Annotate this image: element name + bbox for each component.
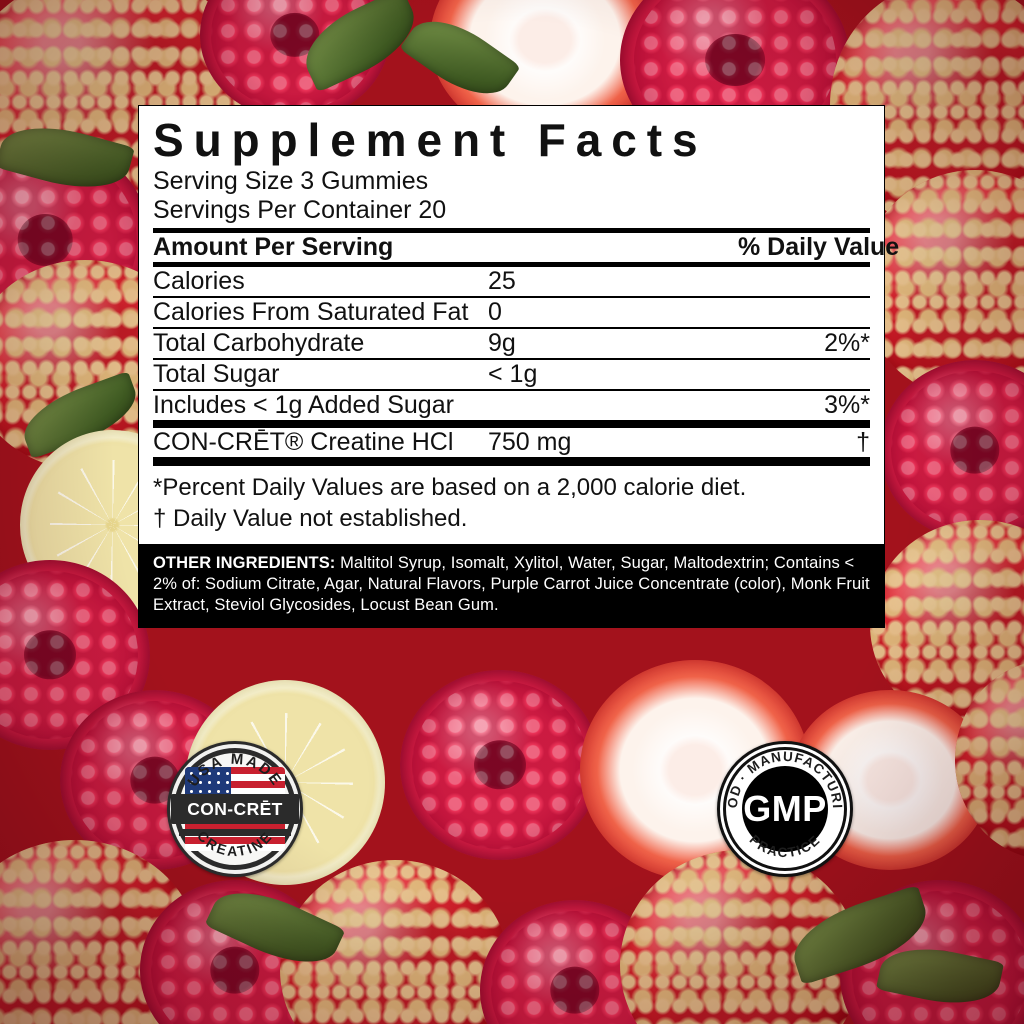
footnote-dagger: † Daily Value not established.	[153, 504, 468, 532]
row-dv: 3%*	[824, 391, 870, 420]
row-dv: 2%*	[824, 329, 870, 358]
brand-name: CON-CRĒT	[187, 798, 283, 819]
row-label: Total Sugar	[153, 360, 280, 389]
amount-per-serving-header: Amount Per Serving	[153, 233, 394, 262]
creatine-text: CREATINE	[194, 828, 273, 860]
badge-inner-ring	[723, 747, 847, 871]
row-label: Calories	[153, 267, 245, 296]
table-row: Calories From Saturated Fat 0	[153, 298, 870, 327]
svg-text:CREATINE: CREATINE	[194, 828, 276, 860]
row-amount: 9g	[488, 329, 516, 358]
table-row: Total Carbohydrate 9g 2%*	[153, 329, 870, 358]
row-amount: < 1g	[488, 360, 538, 389]
gmp-core-disc: GMP	[742, 766, 828, 852]
table-row: Calories 25	[153, 267, 870, 296]
row-amount: 25	[488, 267, 516, 296]
table-row: CON-CRĒT® Creatine HCl 750 mg †	[153, 428, 870, 457]
row-label: Calories From Saturated Fat	[153, 298, 469, 327]
raspberry	[880, 360, 1024, 540]
svg-text:GOOD · MANUFACTURING: GOOD · MANUFACTURING	[711, 729, 845, 810]
badge-arc-text: USA MADE CREATINE	[167, 741, 303, 877]
row-dv	[738, 298, 870, 327]
badge-stripe	[179, 829, 291, 836]
footnote-percent-dv: *Percent Daily Values are based on a 2,0…	[153, 474, 747, 502]
row-amount: 0	[488, 298, 502, 327]
brand-banner: CON-CRĒT	[171, 794, 299, 824]
rule-above-footnotes	[153, 457, 870, 467]
row-label: CON-CRĒT® Creatine HCl	[153, 428, 454, 457]
table-row: Includes < 1g Added Sugar 3%*	[153, 391, 870, 420]
gmp-top-text: GOOD · MANUFACTURING	[711, 729, 844, 810]
usa-made-creatine-badge: CON-CRĒT USA MADE CREATINE	[167, 741, 303, 877]
rule-below-header	[153, 262, 870, 268]
rule-above-header	[153, 228, 870, 234]
row-label: Total Carbohydrate	[153, 329, 365, 358]
other-ingredients-text: Maltitol Syrup, Isomalt, Xylitol, Water,…	[153, 553, 870, 614]
svg-text:PRACTICE: PRACTICE	[747, 832, 824, 860]
other-ingredients-block: OTHER INGREDIENTS: Maltitol Syrup, Isoma…	[139, 543, 884, 627]
row-dv	[738, 360, 870, 389]
gmp-badge: GMP GOOD · MANUFACTURING PRACTICE	[711, 729, 853, 877]
table-row: Total Sugar < 1g	[153, 360, 870, 389]
row-label: Includes < 1g Added Sugar	[153, 391, 454, 420]
raspberry	[400, 670, 600, 860]
nutrient-rows: Calories 25 Calories From Saturated Fat …	[153, 267, 870, 457]
gmp-bottom-text: PRACTICE	[747, 832, 822, 860]
row-dv: †	[856, 428, 870, 457]
supplement-facts-panel: Supplement Facts Serving Size 3 Gummies …	[138, 105, 900, 628]
gmp-text: GMP	[743, 788, 827, 829]
row-dv	[738, 267, 870, 296]
row-amount	[488, 391, 738, 420]
other-ingredients-label: OTHER INGREDIENTS:	[153, 553, 336, 572]
header-spacer	[488, 233, 738, 262]
servings-per-container: Servings Per Container 20	[153, 195, 447, 224]
table-header-row: Amount Per Serving % Daily Value	[153, 233, 900, 262]
footnotes: *Percent Daily Values are based on a 2,0…	[153, 466, 870, 543]
svg-text:USA MADE: USA MADE	[184, 751, 285, 790]
usa-made-text: USA MADE	[184, 751, 283, 790]
nutrition-table: Amount Per Serving % Daily Value	[153, 233, 900, 262]
row-amount: 750 mg	[488, 428, 572, 457]
daily-value-header: % Daily Value	[738, 233, 900, 262]
serving-size: Serving Size 3 Gummies	[153, 166, 429, 195]
badge-arc-text: GOOD · MANUFACTURING PRACTICE	[711, 729, 853, 877]
page-title: Supplement Facts	[153, 114, 708, 166]
